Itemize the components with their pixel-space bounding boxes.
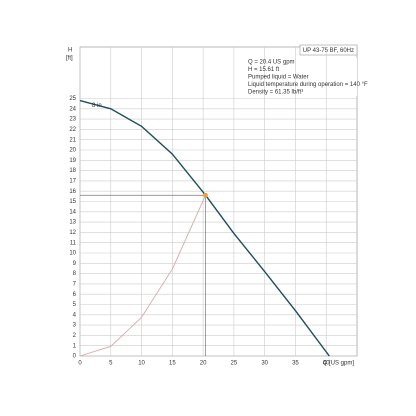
y-tick-label: 23: [69, 117, 76, 123]
x-tick-label: 15: [169, 361, 176, 367]
y-tick-label: 14: [69, 209, 76, 215]
x-tick-label: 20: [200, 361, 207, 367]
y-tick-label: 1: [73, 343, 77, 349]
x-tick-label: 5: [109, 361, 113, 367]
y-tick-label: 22: [69, 127, 76, 133]
y-tick-label: 4: [73, 312, 77, 318]
y-tick-label: 15: [69, 199, 76, 205]
info-box: [245, 58, 357, 96]
annotation: Liquid temperature during operation = 14…: [248, 82, 368, 88]
y-tick-label: 11: [70, 240, 77, 246]
annotation: Pumped liquid = Water: [248, 75, 309, 81]
y-tick-label: 8: [73, 271, 77, 277]
y-axis-label: H: [68, 48, 72, 54]
y-tick-label: 13: [69, 220, 76, 226]
annotation: Q = 20.4 US gpm: [248, 60, 295, 66]
annotation: Density = 61.35 lb/ft³: [248, 90, 303, 96]
title-box: [299, 44, 358, 56]
chart-title: UP 43-75 BF, 60Hz: [303, 48, 354, 54]
y-axis-unit: [ft]: [66, 56, 73, 62]
y-tick-label: 9: [73, 261, 77, 267]
annotation: H = 15.61 ft: [248, 67, 280, 73]
x-tick-label: 35: [292, 361, 299, 367]
y-tick-label: 6: [73, 292, 77, 298]
y-tick-label: 17: [69, 178, 76, 184]
x-tick-label: 40: [323, 361, 330, 367]
y-tick-label: 16: [69, 189, 76, 195]
curve-label: 8 in: [92, 103, 102, 109]
y-tick-label: 0: [73, 354, 77, 360]
y-tick-label: 20: [69, 148, 76, 154]
operating-point: [203, 192, 208, 198]
y-tick-label: 5: [73, 302, 77, 308]
y-tick-label: 7: [73, 281, 77, 287]
x-tick-label: 0: [78, 361, 82, 367]
curve: [79, 99, 330, 357]
y-tick-label: 2: [73, 333, 77, 339]
y-tick-label: 25: [69, 96, 76, 102]
y-tick-label: 12: [69, 230, 76, 236]
y-tick-label: 19: [69, 158, 76, 164]
y-tick-label: 21: [69, 137, 76, 143]
y-tick-label: 10: [69, 251, 76, 257]
x-tick-label: 30: [261, 361, 268, 367]
x-tick-label: 25: [231, 361, 238, 367]
x-tick-label: 10: [138, 361, 145, 367]
y-tick-label: 18: [69, 168, 76, 174]
y-tick-label: 3: [73, 323, 77, 329]
curve: [79, 195, 206, 357]
x-axis-label: Q [US gpm]: [323, 361, 355, 367]
y-tick-label: 24: [69, 106, 76, 112]
